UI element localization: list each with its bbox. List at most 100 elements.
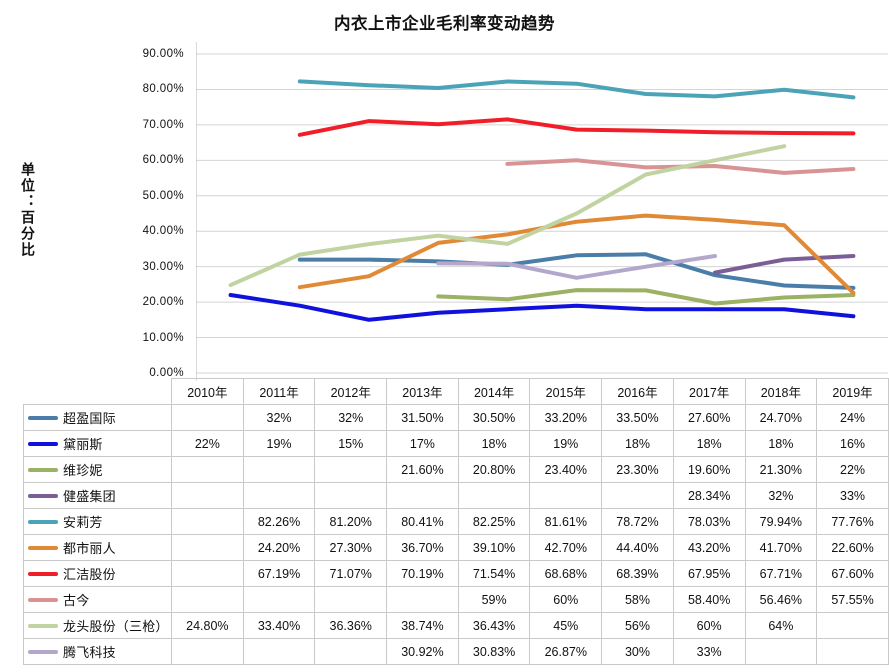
table-cell: 38.74% [386,612,459,639]
y-tick-label: 10.00% [142,331,184,344]
legend-cell[interactable]: 都市丽人 [23,534,172,561]
table-cell: 28.34% [672,482,746,509]
table-header-row: 2010年 2011年 2012年 2013年 2014年 2015年 2016年 2017年… [24,378,889,405]
series-line [228,144,787,288]
table-cell: 24.20% [242,534,316,561]
column-header-2018: 2018年 [744,378,818,405]
table-cell: 16% [816,430,889,457]
table-cell [171,404,244,431]
table-cell: 68.39% [601,560,674,587]
legend-cell[interactable]: 维珍妮 [23,456,172,483]
table-cell [314,456,388,483]
table-cell [386,586,459,613]
series-line [436,288,856,306]
table-cell: 32% [744,482,818,509]
table-cell: 21.30% [744,456,818,483]
table-row: 安莉芳 82.26% 81.20% 80.41% 82.25% 81.61% 78.72% 7… [23,508,889,535]
table-cell: 33% [816,482,889,509]
column-header-2014: 2014年 [457,378,531,405]
y-tick-label: 70.00% [142,118,184,131]
table-cell: 36.70% [386,534,459,561]
table-cell: 24.80% [171,612,244,639]
plot-area [196,36,888,381]
table-cell: 58.40% [672,586,746,613]
y-tick-label: 90.00% [142,48,184,60]
legend-cell[interactable]: 安莉芳 [23,508,172,535]
table-cell [171,638,244,665]
table-cell: 36.43% [457,612,531,639]
legend-cell[interactable]: 超盈国际 [23,404,172,431]
table-cell: 23.30% [601,456,674,483]
table-cell: 57.55% [816,586,889,613]
legend-series-label: 腾飞科技 [63,645,116,660]
table-cell: 77.76% [816,508,889,535]
table-row: 健盛集团 28.34% 32% 33% [23,482,889,509]
table-cell [601,482,674,509]
table-cell: 70.19% [386,560,459,587]
table-cell: 79.94% [744,508,818,535]
legend-cell[interactable]: 腾飞科技 [23,638,172,665]
table-cell: 45% [529,612,603,639]
legend-swatch-icon [28,467,58,472]
table-cell: 58% [601,586,674,613]
table-cell [171,482,244,509]
table-cell: 71.54% [457,560,531,587]
table-cell: 67.19% [242,560,316,587]
table-cell: 30.92% [386,638,459,665]
table-cell: 33% [672,638,746,665]
y-tick-label: 50.00% [142,189,184,202]
table-cell: 33.20% [529,404,603,431]
table-cell: 78.03% [672,508,746,535]
table-cell: 33.50% [601,404,674,431]
series-line [297,79,856,100]
legend-cell[interactable]: 黛丽斯 [23,430,172,457]
table-row: 超盈国际 32% 32% 31.50% 30.50% 33.20% 33.50% 27.60%… [23,404,889,431]
table-cell: 32% [242,404,316,431]
table-cell: 31.50% [386,404,459,431]
series-lines [228,79,856,322]
table-cell [171,508,244,535]
series-line [297,213,856,295]
y-tick-label: 40.00% [142,225,184,238]
table-cell [242,456,316,483]
table-row: 维珍妮 21.60% 20.80% 23.40% 23.30% 19.60% 21.30% 2… [23,456,889,483]
legend-swatch-icon [28,623,58,628]
table-cell: 33.40% [242,612,316,639]
table-cell: 39.10% [457,534,531,561]
table-cell: 19% [242,430,316,457]
legend-cell[interactable]: 健盛集团 [23,482,172,509]
table-cell [816,638,889,665]
table-cell: 64% [744,612,818,639]
y-axis-title-text: 单位：百分比 [20,162,36,258]
table-cell: 30% [601,638,674,665]
table-row: 古今 59% 60% 58% 58.40% 56.46% 57.55% [23,586,889,613]
table-body: 超盈国际 32% 32% 31.50% 30.50% 33.20% 33.50% 27.60%… [23,404,889,665]
legend-cell[interactable]: 龙头股份（三枪） [23,612,172,639]
y-axis-title: 单位：百分比 [8,130,48,290]
series-line [713,254,856,275]
table-cell: 82.26% [242,508,316,535]
table-cell: 27.60% [672,404,746,431]
table-cell [242,586,316,613]
column-header-2016: 2016年 [601,378,674,405]
table-cell: 59% [457,586,531,613]
column-header-2011: 2011年 [242,378,316,405]
series-line [228,293,856,322]
table-corner-cell [24,379,172,405]
legend-series-label: 健盛集团 [63,489,116,504]
table-cell: 81.61% [529,508,603,535]
legend-cell[interactable]: 汇洁股份 [23,560,172,587]
y-axis-tick-labels: 90.00% 80.00% 70.00% 60.00% 50.00% 40.00% 30.0… [120,36,190,381]
table-cell [314,482,388,509]
legend-series-label: 龙头股份（三枪） [63,619,169,634]
table-row: 都市丽人 24.20% 27.30% 36.70% 39.10% 42.70% 44.40%… [23,534,889,561]
data-table: 2010年 2011年 2012年 2013年 2014年 2015年 2016年 2017年… [23,378,889,665]
legend-swatch-icon [28,649,58,654]
table-cell: 36.36% [314,612,388,639]
table-cell: 78.72% [601,508,674,535]
table-cell [529,482,603,509]
line-chart-svg [196,42,888,381]
table-cell: 41.70% [744,534,818,561]
table-cell: 67.71% [744,560,818,587]
legend-cell[interactable]: 古今 [23,586,172,613]
